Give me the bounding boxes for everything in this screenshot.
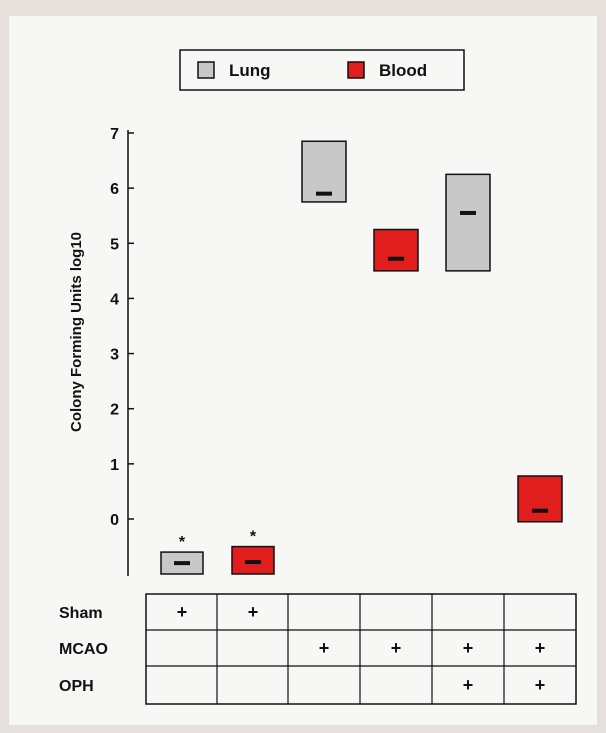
median-marker [460, 210, 476, 215]
legend-label-lung: Lung [229, 61, 271, 80]
median-marker [245, 560, 261, 565]
y-ticks: 7 6 5 4 3 2 1 0 [110, 126, 134, 529]
significance-marker: * [179, 534, 186, 551]
condition-mark: + [319, 638, 330, 658]
condition-mark: + [177, 602, 188, 622]
y-tick-label: 3 [110, 347, 119, 364]
median-marker [316, 191, 332, 196]
y-tick-label: 6 [110, 181, 119, 198]
legend-frame [179, 49, 465, 91]
box-blood [517, 475, 563, 523]
chart-panel: Lung Blood Colony Forming Units log10 7 6… [9, 16, 597, 725]
box-lung [445, 173, 491, 272]
median-marker [174, 561, 190, 566]
median-marker [532, 508, 548, 513]
legend: Lung Blood [179, 49, 465, 91]
condition-label: MCAO [59, 641, 108, 658]
boxes: * * [160, 140, 563, 575]
condition-mark: + [535, 638, 546, 658]
legend-swatch-lung [197, 61, 215, 79]
y-axis-label: Colony Forming Units log10 [68, 232, 85, 432]
condition-mark: + [248, 602, 259, 622]
table-frame [145, 593, 577, 705]
condition-label: Sham [59, 605, 103, 622]
y-tick-label: 2 [110, 402, 119, 419]
significance-marker: * [250, 529, 257, 546]
condition-mark: + [535, 675, 546, 695]
condition-mark: + [391, 638, 402, 658]
y-tick-label: 7 [110, 126, 119, 143]
box-chart: Lung Blood Colony Forming Units log10 7 6… [59, 49, 577, 705]
y-tick-label: 0 [110, 512, 119, 529]
condition-label: OPH [59, 678, 94, 695]
condition-mark: + [463, 638, 474, 658]
legend-label-blood: Blood [379, 61, 427, 80]
y-tick-label: 1 [110, 457, 119, 474]
conditions-table: Sham + + MCAO + + + + OPH + + [59, 593, 577, 705]
median-marker [388, 256, 404, 261]
legend-swatch-blood [347, 61, 365, 79]
box-blood [373, 228, 419, 272]
condition-mark: + [463, 675, 474, 695]
y-tick-label: 4 [110, 291, 119, 308]
y-tick-label: 5 [110, 236, 119, 253]
